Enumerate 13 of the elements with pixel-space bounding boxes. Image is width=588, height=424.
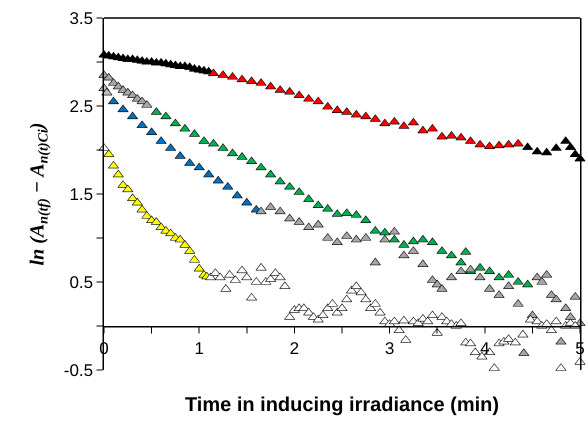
point xyxy=(218,70,228,78)
y-tick-label: 3.5 xyxy=(69,8,94,28)
y-tick-label: 0.5 xyxy=(69,272,94,292)
point xyxy=(218,143,228,151)
point xyxy=(456,132,466,140)
y-tick-label: -0.5 xyxy=(64,360,94,380)
y-tick-label: 1.5 xyxy=(69,184,94,204)
point xyxy=(456,258,466,266)
y-tick-label: 2.5 xyxy=(69,96,94,116)
x-tick-label: 2 xyxy=(290,338,300,358)
x-tick-label: 1 xyxy=(194,338,204,358)
x-tick-label: 3 xyxy=(384,338,394,358)
x-axis-title: Time in inducing irradiance (min) xyxy=(184,394,500,416)
